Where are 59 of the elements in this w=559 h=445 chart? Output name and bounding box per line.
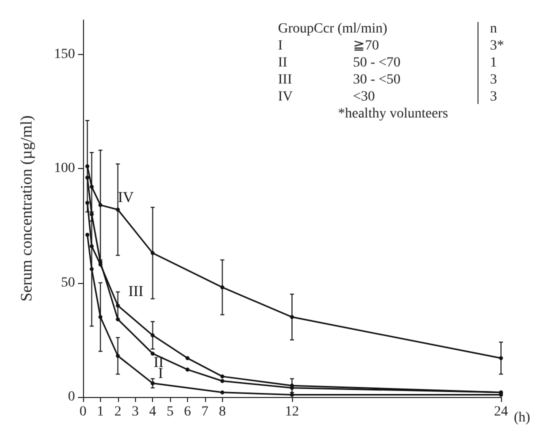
annotation: I (278, 38, 283, 54)
point (186, 368, 190, 372)
series-label: IV (118, 190, 134, 206)
point (150, 333, 155, 338)
x-axis-title: (h) (514, 410, 531, 426)
y-axis-title: Serum concentration (µg/ml) (18, 115, 36, 302)
point (90, 184, 94, 189)
point (220, 379, 224, 384)
point (150, 352, 155, 356)
annotation: IV (278, 90, 293, 104)
annotation: 3* (490, 38, 504, 54)
annotation: *healthy volunteers (338, 106, 448, 122)
point (85, 176, 90, 180)
x-tick-label: 7 (201, 404, 208, 420)
annotation: GroupCcr (ml/min) (278, 22, 388, 36)
point (150, 381, 155, 386)
x-tick-label: 6 (184, 404, 191, 420)
annotation: <30 (353, 90, 375, 104)
y-tick-label: 0 (68, 390, 75, 404)
annotation: 3 (490, 72, 497, 88)
point (186, 356, 190, 360)
point (85, 232, 90, 237)
point (90, 267, 94, 272)
x-tick-label: 5 (166, 404, 174, 420)
point (499, 356, 503, 360)
y-tick-label: 50 (61, 275, 75, 290)
x-tick-label: 24 (494, 404, 508, 420)
point (85, 200, 90, 205)
point (220, 390, 224, 394)
point (290, 315, 294, 320)
x-tick-label: 8 (218, 404, 226, 420)
annotation: 3 (490, 90, 497, 104)
annotation: II (278, 56, 288, 70)
x-tick-label: 3 (132, 404, 139, 420)
y-tick-label: 150 (54, 46, 75, 62)
point (98, 315, 102, 320)
point (220, 285, 224, 290)
annotation: III (278, 72, 292, 88)
series-label: III (128, 284, 144, 300)
point (90, 244, 94, 248)
point (116, 208, 120, 212)
annotation: 50 - <70 (353, 56, 401, 70)
annotation: n (490, 22, 497, 36)
point (85, 164, 90, 168)
annotation: ≧70 (353, 38, 379, 54)
point (150, 251, 155, 256)
y-tick-label: 100 (54, 161, 75, 176)
x-tick-label: 1 (96, 404, 104, 420)
x-tick-label: 4 (149, 404, 156, 420)
x-tick-label: 0 (80, 404, 86, 420)
series-label: I (158, 366, 164, 382)
annotation: 30 - <50 (353, 72, 401, 88)
x-tick-label: 2 (114, 404, 122, 420)
point (116, 354, 120, 358)
point (220, 374, 224, 378)
point (116, 304, 120, 308)
annotation: 1 (490, 56, 497, 70)
point (98, 203, 102, 208)
x-tick-label: 12 (285, 404, 299, 420)
